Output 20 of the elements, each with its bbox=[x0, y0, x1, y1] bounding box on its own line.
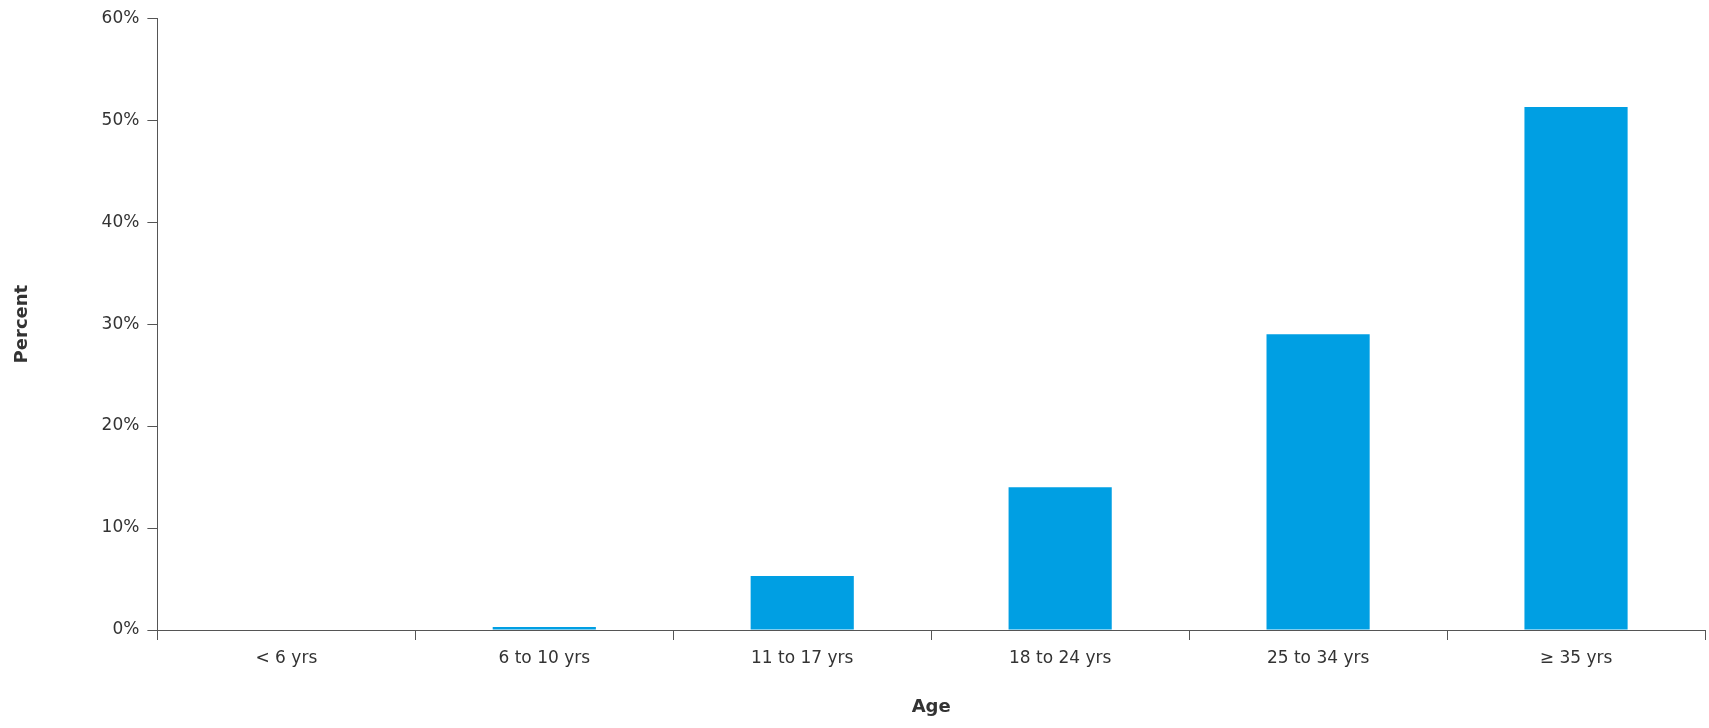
bar bbox=[1266, 334, 1370, 630]
y-tick-label: 50% bbox=[101, 108, 140, 129]
bar bbox=[1524, 106, 1628, 630]
y-tick-label: 40% bbox=[101, 210, 140, 231]
x-tick-label: 11 to 17 yrs bbox=[751, 646, 854, 667]
x-tick-label: 25 to 34 yrs bbox=[1266, 646, 1370, 667]
x-axis-title: Age bbox=[911, 694, 951, 716]
bar bbox=[750, 575, 854, 630]
bar bbox=[492, 626, 596, 630]
x-tick-label: 18 to 24 yrs bbox=[1008, 646, 1112, 667]
y-tick-label: 0% bbox=[112, 618, 140, 639]
bar bbox=[1008, 487, 1112, 630]
y-axis-title: Percent bbox=[10, 284, 32, 364]
y-tick-label: 10% bbox=[101, 516, 140, 537]
y-tick-label: 60% bbox=[101, 6, 140, 27]
x-tick-label: 6 to 10 yrs bbox=[498, 646, 591, 667]
x-tick-label: < 6 yrs bbox=[255, 646, 318, 667]
y-tick-label: 20% bbox=[101, 414, 140, 435]
x-tick-label: ≥ 35 yrs bbox=[1539, 646, 1613, 667]
y-tick-label: 30% bbox=[101, 312, 140, 333]
